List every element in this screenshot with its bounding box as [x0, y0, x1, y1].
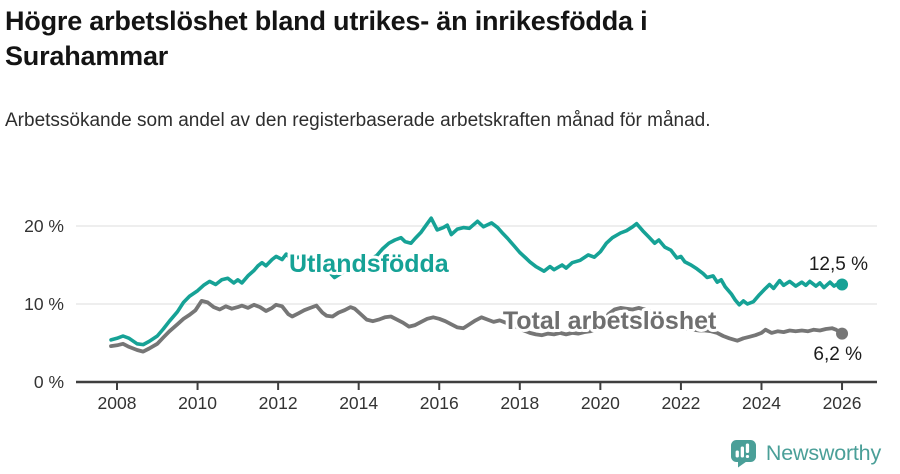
x-axis-tick-label: 2014	[339, 393, 378, 413]
y-axis-tick-label: 0 %	[34, 372, 64, 392]
x-axis-tick-label: 2024	[742, 393, 781, 413]
series-line-utlandsf-dda	[109, 216, 844, 347]
series-end-value-total-arbetsl-shet: 6,2 %	[813, 344, 862, 365]
brand-footer: Newsworthy	[730, 439, 881, 468]
series-end-dot-total-arbetsl-shet	[836, 327, 849, 340]
series-inline-label-utlandsf-dda: Utlandsfödda	[289, 250, 450, 278]
series-end-dot-utlandsf-dda	[836, 278, 849, 291]
chart-subtitle: Arbetssökande som andel av den registerb…	[5, 110, 711, 131]
x-axis-tick-label: 2008	[98, 393, 137, 413]
brand-name: Newsworthy	[765, 441, 881, 465]
x-axis-tick-label: 2010	[178, 393, 217, 413]
series-line-total-arbetsl-shet	[109, 298, 844, 354]
x-axis-tick-label: 2022	[661, 393, 700, 413]
chart-header: Högre arbetslöshet bland utrikes- än inr…	[5, 4, 890, 134]
x-axis-tick-label: 2026	[823, 393, 862, 413]
newsworthy-logo-icon	[730, 440, 756, 468]
x-axis-tick-label: 2020	[581, 393, 620, 413]
x-axis-tick-label: 2018	[500, 393, 539, 413]
x-axis-tick-label: 2016	[420, 393, 459, 413]
chart-title: Högre arbetslöshet bland utrikes- än inr…	[5, 6, 648, 71]
y-axis-tick-label: 20 %	[24, 216, 64, 236]
series-inline-label-total-arbetsl-shet: Total arbetslöshet	[503, 307, 717, 335]
y-axis-tick-label: 10 %	[24, 294, 64, 314]
x-axis-tick-label: 2012	[259, 393, 298, 413]
series-end-value-utlandsf-dda: 12,5 %	[809, 254, 868, 275]
